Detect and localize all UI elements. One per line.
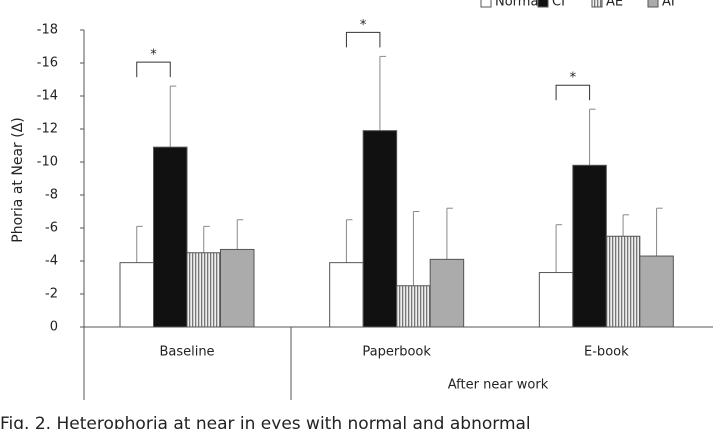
y-tick-label: -4 <box>45 254 58 269</box>
significance-label: * <box>570 71 577 86</box>
y-tick-label: -16 <box>37 56 58 71</box>
significance-label: * <box>360 18 367 33</box>
x-tick-label: Baseline <box>159 345 214 360</box>
legend-label: CI <box>552 0 565 10</box>
bar <box>119 262 154 328</box>
y-tick-label: -14 <box>37 89 58 104</box>
legend-swatch <box>537 0 549 8</box>
legend-swatch <box>480 0 492 8</box>
bar <box>186 252 221 328</box>
caption: Fig. 2. Heterophoria at near in eyes wit… <box>0 414 531 429</box>
y-tick-label: 0 <box>50 320 58 335</box>
bar <box>153 146 188 328</box>
bar <box>572 164 607 328</box>
bar <box>396 285 431 328</box>
y-tick-label: -10 <box>37 155 58 170</box>
legend-swatch <box>647 0 659 8</box>
x-tick-label: E-book <box>584 345 629 360</box>
bar <box>220 248 255 328</box>
y-tick-label: -18 <box>37 23 58 38</box>
x-tick-label: Paperbook <box>362 345 431 360</box>
legend-label: Normal <box>495 0 542 10</box>
bar <box>362 130 398 328</box>
bar <box>639 255 674 328</box>
y-tick-label: -8 <box>45 188 58 203</box>
significance-label: * <box>150 48 157 63</box>
significance-bracket <box>345 31 381 48</box>
significance-bracket <box>555 84 591 101</box>
bar <box>329 262 364 328</box>
legend-swatch <box>591 0 603 8</box>
bar <box>429 258 465 328</box>
y-tick-label: -12 <box>37 122 58 137</box>
y-tick-label: -6 <box>45 221 58 236</box>
legend-label: AI <box>662 0 675 10</box>
legend-label: AE <box>606 0 623 10</box>
bar <box>538 272 574 328</box>
category-group-label: After near work <box>448 378 549 393</box>
bar <box>605 235 641 328</box>
significance-bracket <box>136 61 171 78</box>
y-tick-label: -2 <box>45 287 58 302</box>
y-axis-title: Phoria at Near (Δ) <box>10 117 26 242</box>
